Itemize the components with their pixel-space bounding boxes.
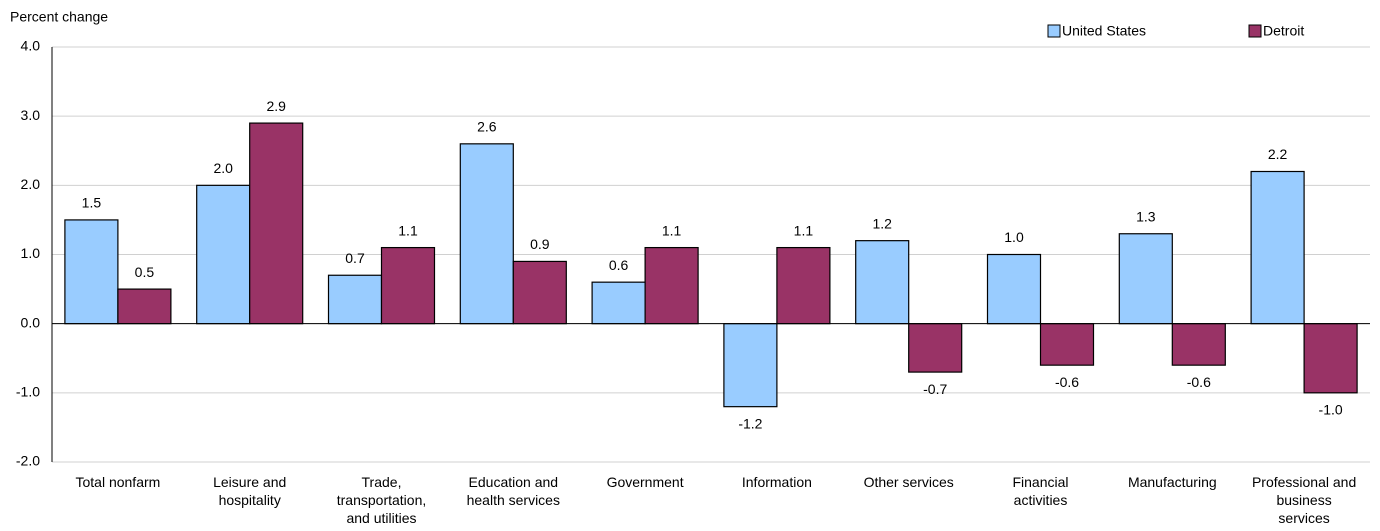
- y-axis-title: Percent change: [10, 9, 108, 25]
- y-tick-label: 0.0: [21, 314, 41, 330]
- bar: [64, 219, 119, 325]
- bar: [1303, 323, 1358, 394]
- x-tick-label: Leisure and hospitality: [213, 474, 286, 508]
- bar: [776, 246, 831, 325]
- legend-label: Detroit: [1263, 23, 1304, 39]
- value-label: 1.3: [1136, 208, 1156, 224]
- y-tick-label: 4.0: [21, 38, 41, 54]
- legend-swatch: [1047, 24, 1061, 38]
- value-label: 1.5: [82, 195, 102, 211]
- bar: [1039, 323, 1095, 366]
- bar: [459, 143, 514, 325]
- x-tick-label: Total nonfarm: [75, 474, 160, 490]
- bar: [327, 274, 383, 325]
- bar: [380, 246, 436, 325]
- bar: [117, 288, 172, 325]
- value-label: -1.0: [1319, 402, 1343, 418]
- bar: [512, 260, 567, 325]
- x-tick-label: Trade, transportation, and utilities: [337, 474, 427, 526]
- bar: [249, 122, 304, 325]
- bar: [723, 323, 778, 408]
- bar: [1250, 170, 1305, 325]
- bar: [986, 253, 1042, 325]
- bar: [1118, 233, 1173, 325]
- x-tick-label: Other services: [864, 474, 954, 490]
- value-label: 0.7: [345, 250, 365, 266]
- x-tick-label: Professional and business services: [1252, 474, 1356, 526]
- value-label: 1.0: [1004, 229, 1024, 245]
- value-label: -0.6: [1055, 374, 1079, 390]
- value-label: 1.1: [662, 222, 682, 238]
- value-label: 2.2: [1268, 146, 1288, 162]
- y-tick-label: -2.0: [16, 453, 40, 469]
- x-tick-label: Manufacturing: [1128, 474, 1217, 490]
- value-label: 1.1: [794, 222, 814, 238]
- y-tick-label: -1.0: [16, 384, 40, 400]
- value-label: 2.9: [266, 98, 286, 114]
- y-tick-label: 1.0: [21, 245, 41, 261]
- bar: [1171, 323, 1226, 366]
- x-tick-label: Financial activities: [1012, 474, 1068, 508]
- x-tick-label: Education and health services: [467, 474, 560, 508]
- y-tick-label: 2.0: [21, 176, 41, 192]
- bar: [644, 246, 699, 325]
- legend-swatch: [1248, 24, 1262, 38]
- value-label: -0.7: [923, 381, 947, 397]
- value-label: -1.2: [738, 415, 762, 431]
- value-label: 1.2: [872, 215, 892, 231]
- x-tick-label: Information: [742, 474, 812, 490]
- value-label: 0.9: [530, 236, 550, 252]
- x-tick-label: Government: [607, 474, 684, 490]
- value-label: 1.1: [398, 222, 418, 238]
- bar: [908, 323, 963, 373]
- value-label: 0.5: [135, 264, 155, 280]
- bar: [591, 281, 646, 325]
- y-tick-label: 3.0: [21, 107, 41, 123]
- legend-label: United States: [1062, 23, 1146, 39]
- value-label: 0.6: [609, 257, 629, 273]
- bar: [196, 184, 251, 325]
- value-label: -0.6: [1187, 374, 1211, 390]
- bar: [855, 240, 910, 325]
- value-label: 2.6: [477, 119, 497, 135]
- value-label: 2.0: [213, 160, 233, 176]
